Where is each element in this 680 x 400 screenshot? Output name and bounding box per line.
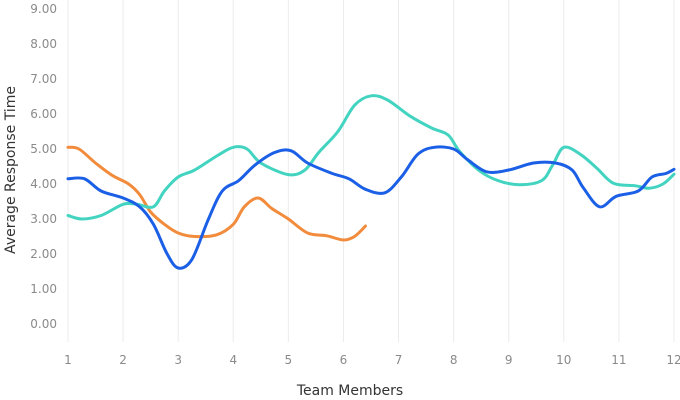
- grid: [67, 0, 675, 342]
- y-tick-label: 7.00: [30, 72, 57, 86]
- series-line-1: [66, 145, 367, 242]
- x-tick-label: 4: [229, 353, 237, 367]
- x-tick-label: 8: [450, 353, 458, 367]
- y-axis-ticks: 0.00 1.00 2.00 3.00 4.00 5.00 6.00 7.00 8.00 9.00: [30, 2, 57, 331]
- series-line-2: [66, 94, 676, 221]
- x-tick-label: 7: [395, 353, 403, 367]
- x-tick-label: 6: [340, 353, 348, 367]
- y-tick-label: 0.00: [30, 317, 57, 331]
- y-tick-label: 9.00: [30, 2, 57, 16]
- series-line-3: [66, 145, 676, 270]
- x-tick-label: 12: [666, 353, 680, 367]
- x-tick-label: 10: [556, 353, 571, 367]
- x-axis-ticks: 1 2 3 4 5 6 7 8 9 10 11 12: [64, 353, 680, 367]
- x-tick-label: 9: [505, 353, 513, 367]
- y-tick-label: 4.00: [30, 177, 57, 191]
- x-tick-label: 1: [64, 353, 72, 367]
- y-axis-title: Average Response Time: [3, 86, 19, 254]
- x-tick-label: 2: [119, 353, 127, 367]
- y-tick-label: 3.00: [30, 212, 57, 226]
- y-tick-label: 8.00: [30, 37, 57, 51]
- y-tick-label: 2.00: [30, 247, 57, 261]
- x-tick-label: 3: [174, 353, 182, 367]
- y-tick-label: 1.00: [30, 282, 57, 296]
- series-layer: [66, 94, 676, 270]
- y-tick-label: 5.00: [30, 142, 57, 156]
- x-tick-label: 5: [285, 353, 293, 367]
- x-axis-title: Team Members: [296, 383, 403, 399]
- x-tick-label: 11: [611, 353, 626, 367]
- y-tick-label: 6.00: [30, 107, 57, 121]
